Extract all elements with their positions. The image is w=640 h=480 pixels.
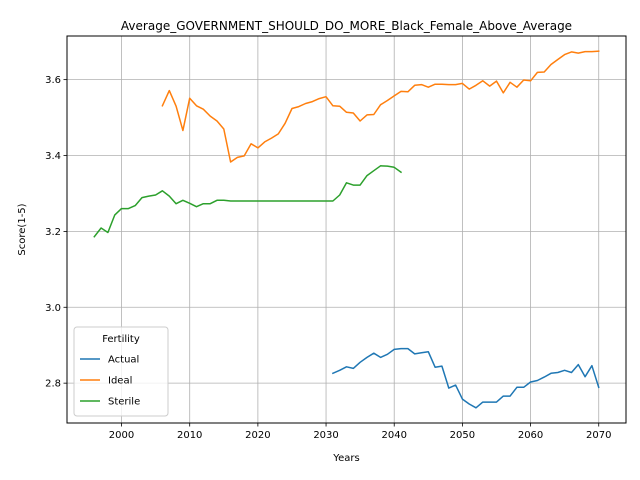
series-line-actual bbox=[331, 347, 600, 409]
y-tick-label: 3.4 bbox=[45, 151, 61, 162]
x-tick-label: 2070 bbox=[586, 430, 611, 441]
legend-label-ideal: Ideal bbox=[108, 376, 132, 387]
plot-lines bbox=[93, 50, 600, 409]
legend-label-actual: Actual bbox=[108, 355, 139, 366]
axis-ticks: 2000 2010 2020 2030 2040 2050 2060 2070 2.8 3.0 3.… bbox=[45, 75, 611, 441]
legend-box bbox=[73, 326, 169, 417]
x-tick-label: 2030 bbox=[313, 430, 338, 441]
legend-label-sterile: Sterile bbox=[108, 397, 140, 408]
legend-title: Fertility bbox=[102, 334, 140, 345]
y-axis-title: Score(1-5) bbox=[17, 203, 28, 255]
x-tick-label: 2060 bbox=[518, 430, 543, 441]
x-tick-label: 2050 bbox=[450, 430, 475, 441]
y-tick-label: 2.8 bbox=[45, 379, 61, 390]
x-axis-title: Years bbox=[332, 453, 359, 464]
y-tick-label: 3.0 bbox=[45, 303, 61, 314]
legend: Fertility Actual Ideal Sterile bbox=[73, 326, 169, 417]
x-tick-label: 2010 bbox=[177, 430, 202, 441]
y-tick-label: 3.2 bbox=[45, 227, 61, 238]
series-line-sterile bbox=[93, 165, 403, 238]
legend-items: Actual Ideal Sterile bbox=[80, 355, 140, 408]
chart-title: Average_GOVERNMENT_SHOULD_DO_MORE_Black_… bbox=[121, 19, 572, 33]
x-tick-label: 2040 bbox=[381, 430, 406, 441]
series-line-ideal bbox=[161, 50, 600, 163]
y-tick-label: 3.6 bbox=[45, 75, 61, 86]
x-tick-label: 2000 bbox=[109, 430, 134, 441]
plot-frame bbox=[66, 35, 627, 424]
x-tick-label: 2020 bbox=[245, 430, 270, 441]
